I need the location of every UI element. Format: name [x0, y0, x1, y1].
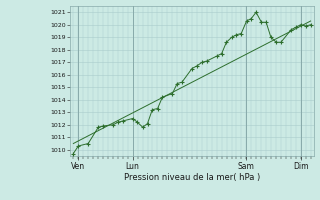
X-axis label: Pression niveau de la mer( hPa ): Pression niveau de la mer( hPa ) [124, 173, 260, 182]
